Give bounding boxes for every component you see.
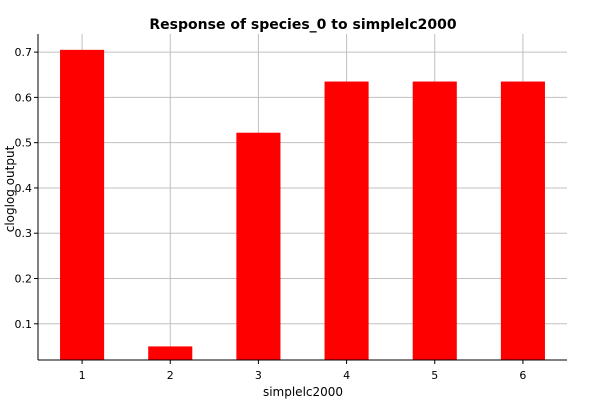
x-tick-label: 5 bbox=[431, 369, 438, 382]
x-tick-label: 6 bbox=[519, 369, 526, 382]
y-tick-label: 0.4 bbox=[15, 182, 33, 195]
y-axis-label: cloglog output bbox=[3, 145, 17, 232]
x-tick-label: 2 bbox=[167, 369, 174, 382]
bar bbox=[412, 81, 457, 361]
x-axis-label: simplelc2000 bbox=[263, 385, 343, 399]
y-tick-label: 0.2 bbox=[15, 273, 33, 286]
bar bbox=[60, 49, 105, 360]
bar bbox=[236, 132, 281, 360]
grid-lines bbox=[38, 34, 567, 360]
y-tick-label: 0.6 bbox=[15, 91, 33, 104]
axes bbox=[37, 34, 567, 361]
y-ticks: 0.1 0.2 0.3 0.4 0.5 0.6 0.7 bbox=[15, 46, 38, 331]
x-tick-label: 1 bbox=[79, 369, 86, 382]
y-tick-label: 0.3 bbox=[15, 227, 33, 240]
bars bbox=[60, 49, 545, 361]
chart-title: Response of species_0 to simplelc2000 bbox=[149, 17, 456, 33]
x-ticks: 1 2 3 4 5 6 bbox=[79, 360, 526, 382]
y-tick-label: 0.5 bbox=[15, 137, 33, 150]
bar bbox=[324, 81, 369, 361]
x-tick-label: 4 bbox=[343, 369, 350, 382]
bar bbox=[148, 346, 193, 360]
x-tick-label: 3 bbox=[255, 369, 262, 382]
y-tick-label: 0.1 bbox=[15, 318, 33, 331]
bar bbox=[500, 81, 545, 361]
y-tick-label: 0.7 bbox=[15, 46, 33, 59]
